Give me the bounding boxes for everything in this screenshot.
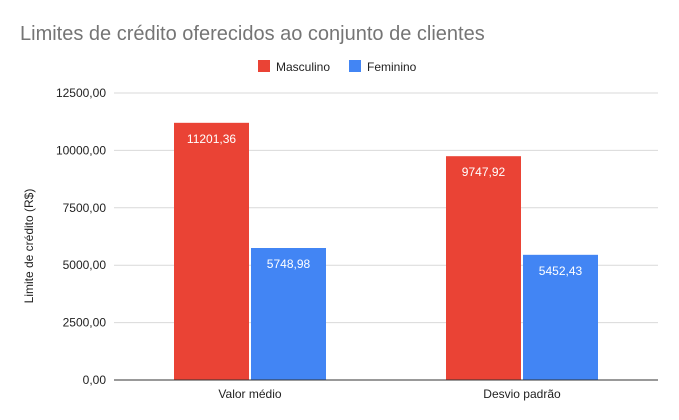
x-axis-ticks: Valor médio Desvio padrão [218,387,561,401]
y-tick-label: 0,00 [83,373,107,387]
bar-masculino-1 [446,156,521,380]
bars: 11201,36 5748,98 9747,92 5452,43 [174,123,598,380]
y-tick-label: 10000,00 [56,143,106,157]
data-label: 11201,36 [187,132,236,146]
data-label: 5748,98 [267,257,311,271]
bar-masculino-0 [174,123,249,380]
y-axis-ticks: 0,00 2500,00 5000,00 7500,00 10000,00 12500,0… [56,86,106,387]
legend: Masculino Feminino [258,60,417,74]
y-tick-label: 12500,00 [56,86,106,100]
legend-label-masculino: Masculino [276,60,330,74]
chart-title: Limites de crédito oferecidos ao conjunt… [20,23,485,45]
legend-label-feminino: Feminino [367,60,417,74]
data-label: 5452,43 [539,264,583,278]
data-label: 9747,92 [462,165,506,179]
x-tick-label: Desvio padrão [483,387,561,401]
y-tick-label: 7500,00 [63,201,107,215]
x-tick-label: Valor médio [218,387,281,401]
legend-swatch-feminino [349,60,361,72]
y-axis-label: Limite de crédito (R$) [22,189,36,304]
y-tick-label: 2500,00 [63,316,107,330]
legend-swatch-masculino [258,60,270,72]
y-tick-label: 5000,00 [63,258,107,272]
